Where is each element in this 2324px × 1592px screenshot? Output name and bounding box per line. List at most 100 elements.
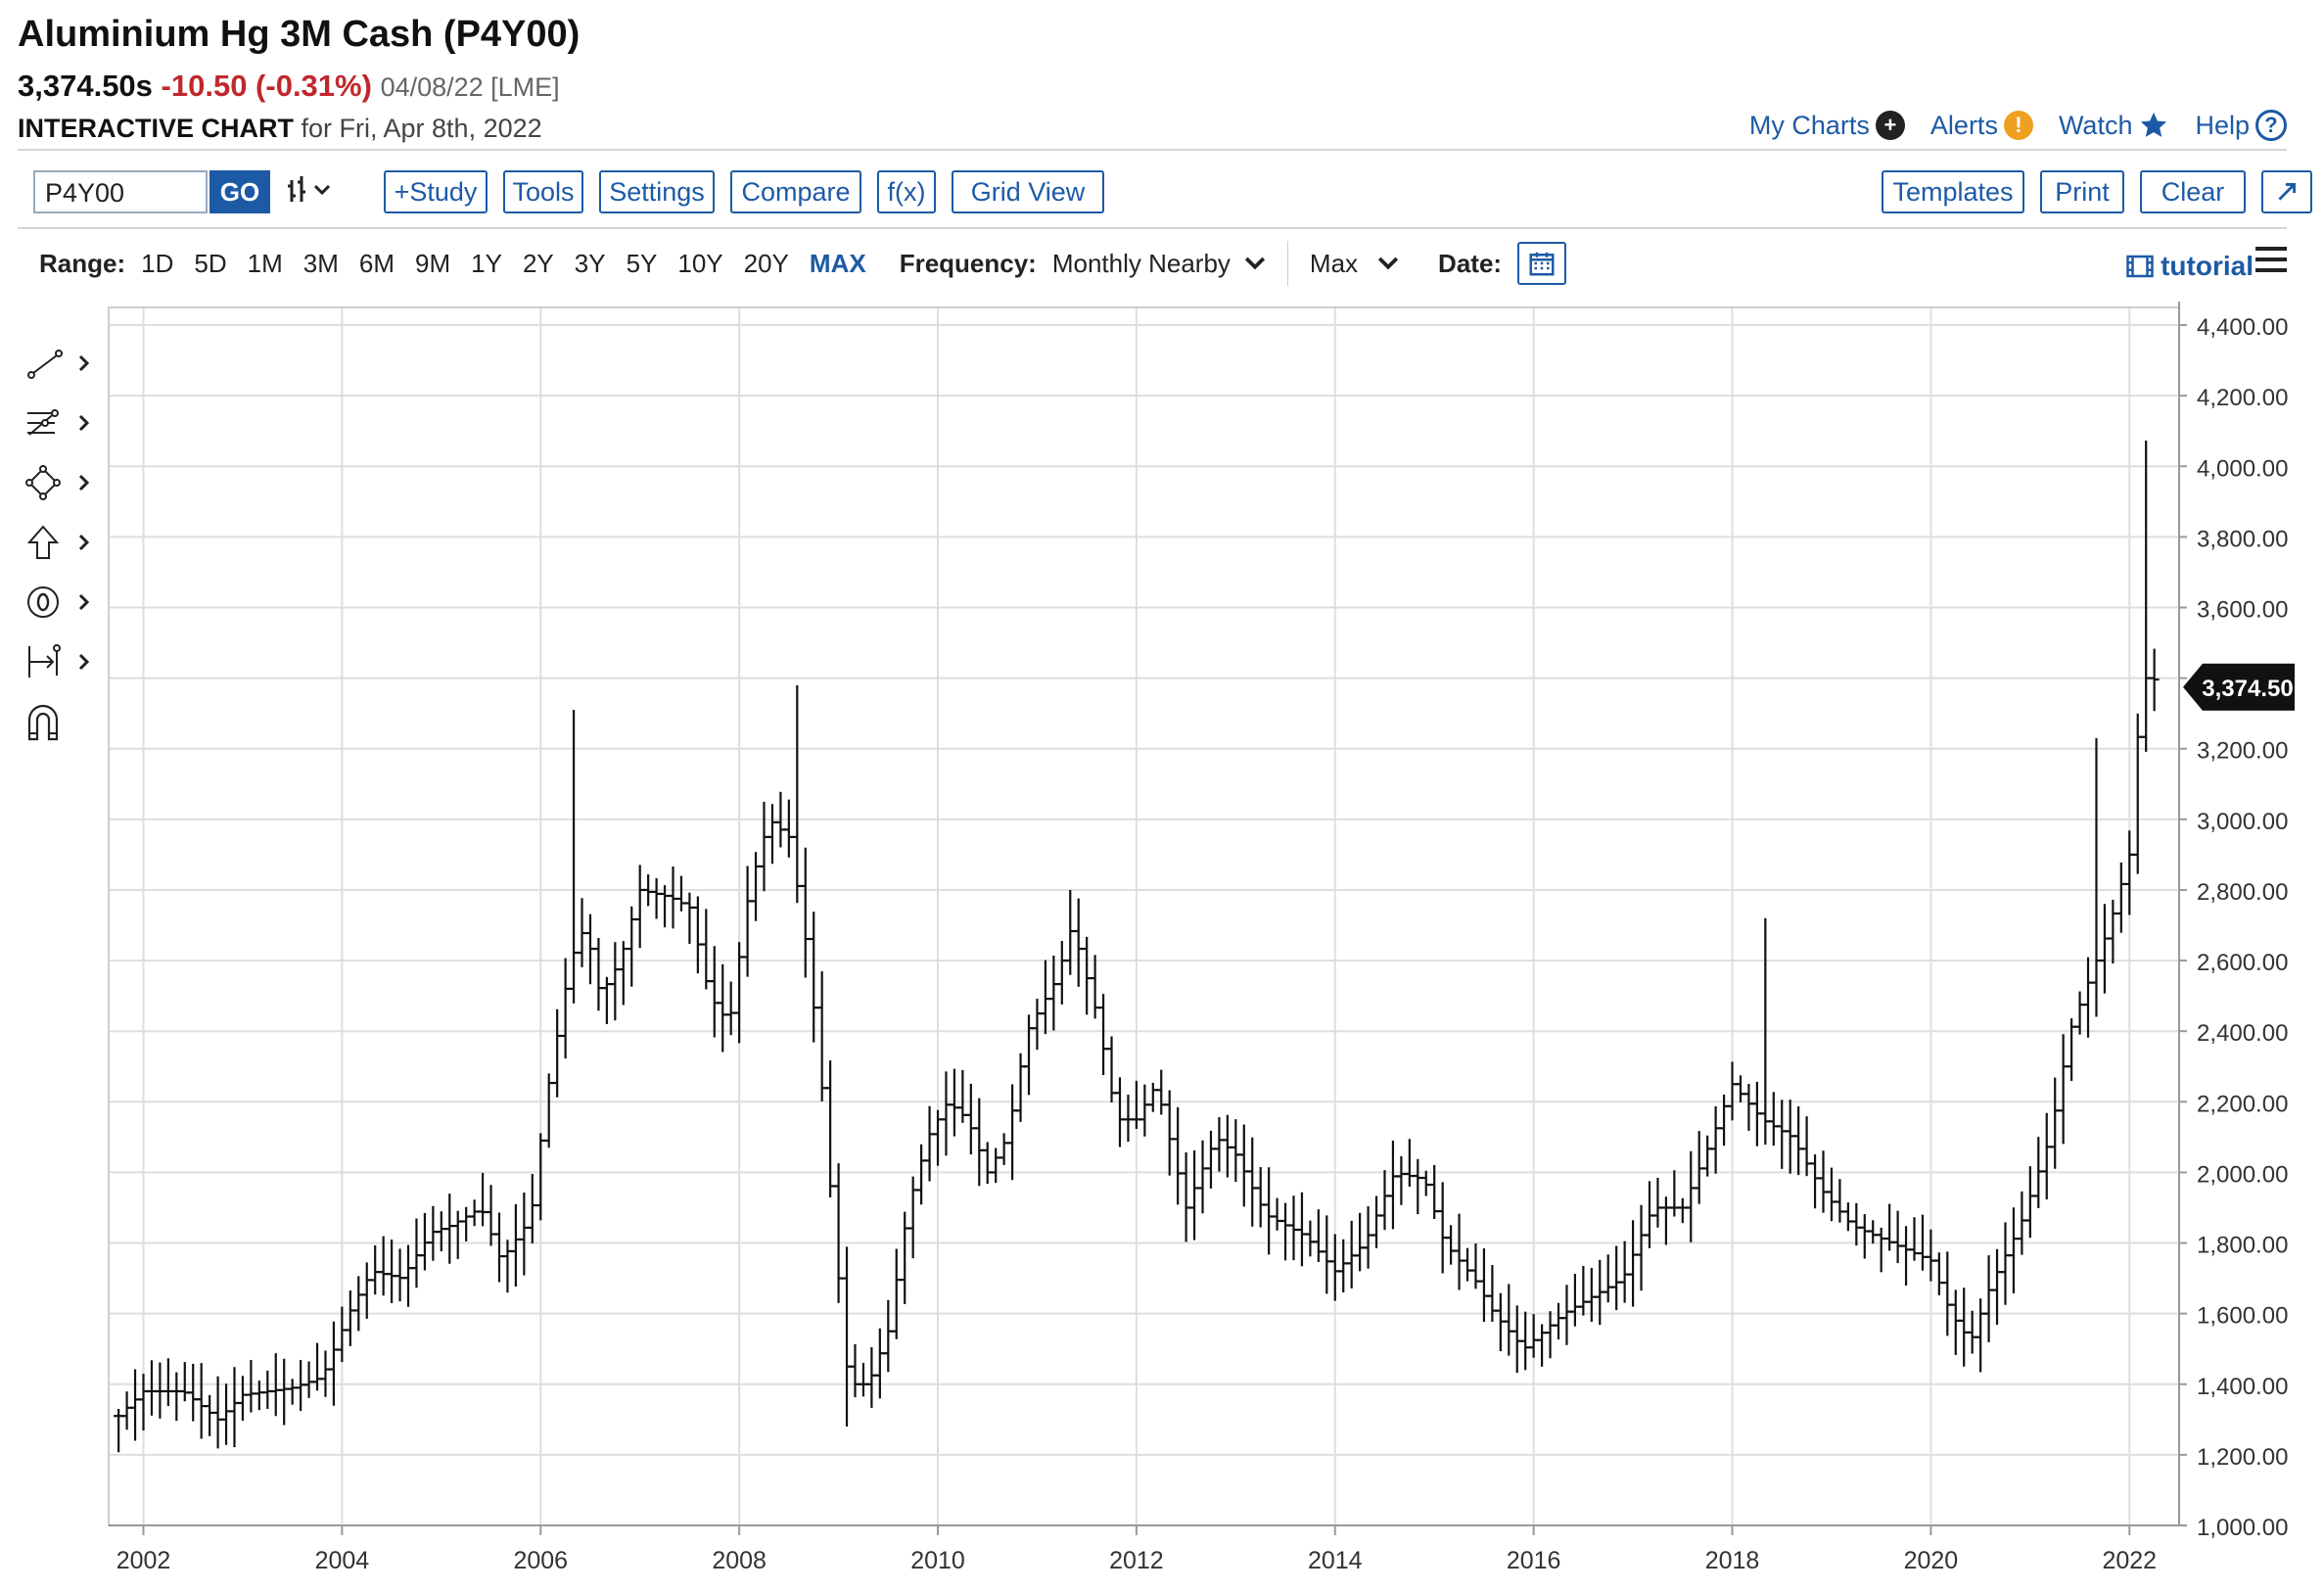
ohlc-bar [1727, 1061, 1738, 1121]
ohlc-bar [1264, 1167, 1275, 1255]
ohlc-bar [660, 885, 671, 928]
help-link[interactable]: Help ? [2195, 110, 2287, 141]
ohlc-bar [1463, 1247, 1473, 1282]
go-button[interactable]: GO [209, 170, 270, 213]
ohlc-bar [610, 942, 621, 1021]
chart-grid [109, 307, 2179, 1526]
ohlc-bar [436, 1211, 446, 1252]
range-1y[interactable]: 1Y [471, 248, 502, 278]
range-5d[interactable]: 5D [194, 248, 227, 278]
ohlc-bar [1247, 1137, 1258, 1227]
ohlc-bar [1404, 1139, 1415, 1187]
ohlc-bar [519, 1192, 530, 1276]
ohlc-bars [114, 440, 2160, 1453]
trendline-tool[interactable] [23, 333, 102, 393]
my-charts-link[interactable]: My Charts + [1749, 110, 1905, 141]
tutorial-link[interactable]: tutorial [2125, 251, 2254, 282]
clear-button[interactable]: Clear [2140, 170, 2246, 213]
ohlc-bar [370, 1245, 381, 1295]
print-button[interactable]: Print [2040, 170, 2124, 213]
ohlc-bar [1197, 1140, 1208, 1214]
plot-frame [108, 306, 2180, 1526]
ohlc-bar [933, 1109, 944, 1166]
zero-circle-icon [27, 585, 90, 618]
range-1d[interactable]: 1D [141, 248, 174, 278]
tools-button[interactable]: Tools [503, 170, 583, 213]
ohlc-bar [287, 1379, 298, 1405]
alerts-link[interactable]: Alerts ! [1930, 110, 2033, 141]
ohlc-bar [1826, 1167, 1836, 1222]
measure-tool[interactable] [23, 632, 102, 691]
ohlc-bar [891, 1248, 902, 1339]
date-picker-button[interactable] [1517, 242, 1567, 285]
range-3m[interactable]: 3M [302, 248, 339, 278]
date-label: Date: [1438, 248, 1503, 278]
ohlc-bar [1147, 1082, 1158, 1112]
chart-subheading: INTERACTIVE CHART for Fri, Apr 8th, 2022 [18, 114, 542, 144]
range-5y[interactable]: 5Y [626, 248, 658, 278]
hamburger-menu-icon[interactable] [2255, 247, 2287, 279]
ohlc-bar [486, 1185, 496, 1246]
fibonacci-tool[interactable] [23, 393, 102, 452]
settings-button[interactable]: Settings [599, 170, 715, 213]
range-6m[interactable]: 6M [358, 248, 395, 278]
shapes-icon [25, 464, 90, 500]
y-tick-label: 1,400.00 [2197, 1374, 2288, 1400]
grid-view-button[interactable]: Grid View [952, 170, 1104, 213]
trendline-icon [27, 349, 90, 379]
ohlc-bar [1048, 956, 1059, 1031]
ohlc-bar [1636, 1204, 1647, 1291]
ohlc-bar [328, 1321, 339, 1406]
watch-link[interactable]: Watch [2059, 110, 2170, 141]
x-tick-label: 2014 [1308, 1547, 1363, 1574]
templates-button[interactable]: Templates [1882, 170, 2024, 213]
ohlc-bar [2083, 957, 2094, 1038]
frequency-dropdown[interactable]: Monthly Nearby [1052, 249, 1270, 279]
compare-button[interactable]: Compare [730, 170, 861, 213]
help-label: Help [2195, 110, 2250, 140]
magnet-tool[interactable] [23, 691, 102, 751]
range-3y[interactable]: 3Y [574, 248, 606, 278]
ohlc-bar [701, 909, 712, 990]
study-button[interactable]: +Study [384, 170, 488, 213]
ohlc-bar [1007, 1084, 1018, 1181]
ohlc-bar [535, 1133, 546, 1221]
range-max[interactable]: MAX [809, 248, 866, 278]
ohlc-bar [684, 892, 695, 945]
ohlc-bar [2091, 737, 2102, 1017]
ohlc-bar [1652, 1177, 1663, 1228]
ohlc-bar [1032, 999, 1043, 1051]
range-10y[interactable]: 10Y [677, 248, 723, 278]
ohlc-bar [303, 1361, 314, 1398]
ohlc-bar [2058, 1034, 2068, 1145]
ohlc-bar [816, 971, 827, 1101]
arrow-tool[interactable] [23, 512, 102, 572]
ohlc-bar [874, 1328, 885, 1399]
alerts-label: Alerts [1929, 110, 1998, 140]
shapes-tool[interactable] [23, 452, 102, 512]
symbol-input[interactable]: P4Y00 [33, 170, 208, 213]
period-value: Max [1309, 248, 1359, 278]
range-2y[interactable]: 2Y [522, 248, 554, 278]
range-20y[interactable]: 20Y [743, 248, 789, 278]
period-dropdown[interactable]: Max [1310, 249, 1403, 279]
range-9m[interactable]: 9M [415, 248, 451, 278]
ohlc-bar [2008, 1207, 2019, 1293]
ohlc-bar [767, 804, 777, 865]
ohlc-bar [2108, 900, 2118, 964]
ohlc-bar [842, 1246, 853, 1428]
range-1m[interactable]: 1M [247, 248, 283, 278]
y-tick-label: 4,200.00 [2197, 385, 2288, 411]
ohlc-bar [1322, 1215, 1332, 1294]
fullscreen-button[interactable] [2261, 170, 2312, 213]
ohlc-bar [800, 847, 811, 978]
ohlc-bar [1950, 1289, 1961, 1355]
x-tick-label: 2004 [315, 1547, 370, 1574]
chart-type-dropdown[interactable] [286, 174, 337, 215]
ohlc-bar [1901, 1226, 1912, 1286]
annotation-tool[interactable] [23, 572, 102, 632]
ohlc-bar [1686, 1150, 1697, 1242]
y-axis: 4,400.00 4,200.00 4,000.00 3,800.00 3,600.00… [2178, 302, 2288, 1541]
fx-button[interactable]: f(x) [877, 170, 936, 213]
